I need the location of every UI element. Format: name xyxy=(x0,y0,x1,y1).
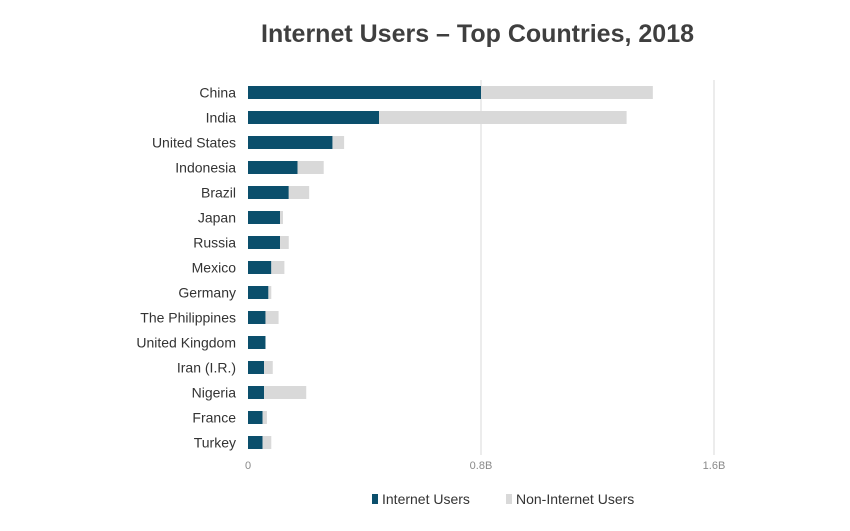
category-label-0: China xyxy=(199,85,236,101)
category-label-3: Indonesia xyxy=(175,160,236,176)
legend-label-1: Non-Internet Users xyxy=(516,491,634,507)
category-label-5: Japan xyxy=(198,210,236,226)
bar-internet-users-10 xyxy=(248,336,266,349)
bar-non-internet-users-12 xyxy=(264,386,307,399)
x-tick-label-0: 0 xyxy=(245,460,251,472)
bar-internet-users-13 xyxy=(248,411,263,424)
category-label-2: United States xyxy=(152,135,236,151)
category-label-4: Brazil xyxy=(201,185,236,201)
bar-internet-users-9 xyxy=(248,311,266,324)
category-label-6: Russia xyxy=(193,235,236,251)
bar-non-internet-users-11 xyxy=(264,361,273,374)
bar-non-internet-users-14 xyxy=(262,436,272,449)
bar-internet-users-8 xyxy=(248,286,269,299)
legend-swatch-1 xyxy=(506,494,512,504)
x-tick-label-2: 1.6B xyxy=(703,460,726,472)
bar-non-internet-users-13 xyxy=(262,411,267,424)
bar-non-internet-users-8 xyxy=(268,286,272,299)
bar-non-internet-users-7 xyxy=(271,261,285,274)
category-label-8: Germany xyxy=(178,285,236,301)
bar-internet-users-12 xyxy=(248,386,265,399)
bar-non-internet-users-4 xyxy=(288,186,310,199)
category-label-13: France xyxy=(192,410,236,426)
bar-internet-users-1 xyxy=(248,111,380,124)
bar-internet-users-0 xyxy=(248,86,481,99)
bar-internet-users-4 xyxy=(248,186,289,199)
x-tick-label-1: 0.8B xyxy=(470,460,493,472)
bar-non-internet-users-6 xyxy=(280,236,289,249)
bar-internet-users-3 xyxy=(248,161,298,174)
category-label-12: Nigeria xyxy=(192,385,237,401)
bar-internet-users-6 xyxy=(248,236,281,249)
bar-non-internet-users-1 xyxy=(379,111,627,124)
bar-internet-users-7 xyxy=(248,261,272,274)
legend-swatch-0 xyxy=(372,494,378,504)
bar-non-internet-users-5 xyxy=(280,211,283,224)
category-label-11: Iran (I.R.) xyxy=(177,360,236,376)
category-label-10: United Kingdom xyxy=(136,335,236,351)
category-label-7: Mexico xyxy=(192,260,237,276)
bar-non-internet-users-2 xyxy=(332,136,345,149)
legend-label-0: Internet Users xyxy=(382,491,470,507)
bar-non-internet-users-9 xyxy=(265,311,279,324)
bar-internet-users-5 xyxy=(248,211,281,224)
bar-internet-users-14 xyxy=(248,436,263,449)
bar-non-internet-users-0 xyxy=(481,86,653,99)
category-label-1: India xyxy=(206,110,237,126)
bar-non-internet-users-3 xyxy=(297,161,324,174)
bar-internet-users-11 xyxy=(248,361,265,374)
category-label-14: Turkey xyxy=(194,435,236,451)
bar-internet-users-2 xyxy=(248,136,333,149)
chart-title: Internet Users – Top Countries, 2018 xyxy=(261,20,694,48)
category-label-9: The Philippines xyxy=(140,310,236,326)
